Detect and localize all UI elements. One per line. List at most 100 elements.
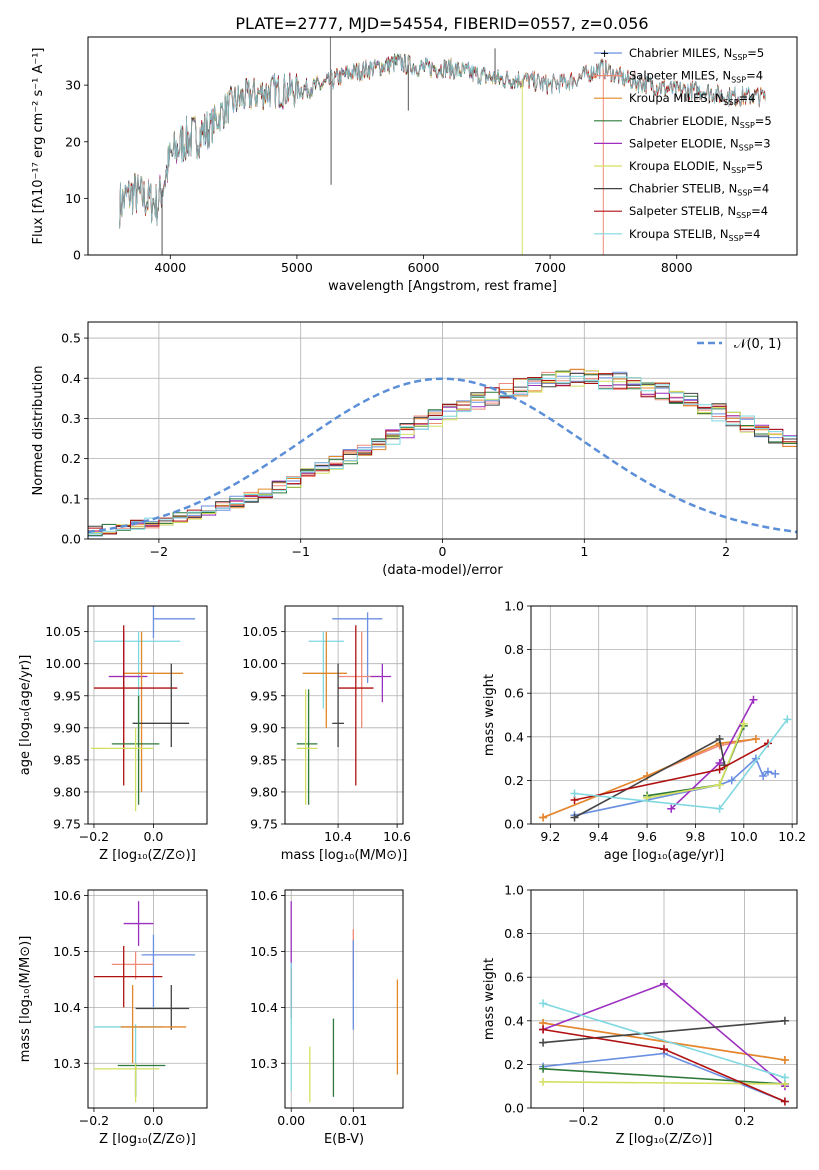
legend-label: 𝒩(0, 1): [734, 337, 781, 352]
legend-label-count: =4: [746, 69, 763, 83]
legend-label-count: =4: [739, 91, 756, 105]
y-tick-label: 10.00: [242, 656, 278, 671]
weight-marker: [780, 1016, 789, 1025]
weight-marker: [771, 769, 780, 778]
y-tick-label: 9.75: [250, 817, 278, 832]
x-tick-label: −0.2: [568, 1113, 598, 1128]
y-axis-label: Flux [fλ10⁻¹⁷ erg cm⁻² s⁻¹ A⁻¹]: [31, 48, 46, 245]
weight-line: [542, 738, 757, 819]
legend-label-sub: SSP: [731, 76, 746, 85]
legend-label-count: =4: [751, 204, 768, 218]
axes-frame: [284, 889, 404, 1109]
legend-label-count: =5: [747, 46, 764, 60]
x-tick-label: 0.0: [654, 1113, 674, 1128]
weight-line: [543, 1068, 785, 1085]
weight-marker: [570, 789, 579, 798]
y-tick-label: 9.75: [53, 817, 81, 832]
histogram-step: [88, 369, 797, 534]
axes-frame: [87, 605, 208, 825]
y-tick-label: 1.0: [504, 883, 524, 898]
weight-line: [574, 757, 776, 817]
x-tick-label: 9.8: [685, 829, 705, 844]
x-tick-label: 9.2: [540, 829, 560, 844]
y-tick-label: 0.5: [61, 331, 81, 346]
x-tick-label: −0.2: [79, 1113, 109, 1128]
x-axis-label: wavelength [Angstrom, rest frame]: [328, 279, 557, 294]
weight-line: [542, 1002, 786, 1079]
legend-label: Chabrier MILES, NSSP=5: [629, 46, 764, 62]
chart-mass_vs_Z: −0.2 0.0 10.3 10.4 10.5 10.6 Z [log₁₀(Z/Z⊙)] ma…: [18, 888, 208, 1147]
weight-marker: [749, 695, 758, 704]
chart-residuals: −2 −1 0 1 2 0.0 0.1 0.2 0.3 0.4 0.5 (data-model)/er…: [31, 321, 798, 578]
y-tick-label: 0.1: [61, 491, 81, 506]
y-tick-label: 10.3: [250, 1056, 278, 1071]
y-tick-label: 10.05: [242, 624, 278, 639]
y-tick-label: 0.0: [504, 1101, 524, 1116]
legend-label-count: =4: [752, 182, 769, 196]
spectrum-line: [119, 53, 766, 228]
weight-line: [543, 1020, 785, 1044]
x-tick-label: 1: [580, 544, 588, 559]
weight-marker: [783, 715, 792, 724]
normal-curve: [88, 377, 797, 534]
legend-label-name: Salpeter STELIB, N: [629, 204, 736, 218]
x-tick-label: 2: [722, 544, 730, 559]
y-tick-label: 0.8: [504, 926, 524, 941]
x-axis-label: mass [log₁₀(M/M⊙)]: [281, 848, 408, 863]
legend-label: Salpeter ELODIE, NSSP=3: [629, 136, 771, 152]
y-tick-label: 9.90: [250, 720, 278, 735]
y-tick-label: 0.3: [61, 411, 81, 426]
y-tick-label: 0.4: [504, 1013, 524, 1028]
x-tick-label: 7000: [534, 260, 566, 275]
y-tick-label: 9.80: [250, 784, 278, 799]
legend-label-sub: SSP: [740, 121, 755, 130]
legend-label: Chabrier STELIB, NSSP=4: [629, 182, 769, 198]
legend-label-name: Kroupa MILES, N: [629, 91, 724, 105]
x-axis-label: Z [log₁₀(Z/Z⊙)]: [99, 848, 196, 863]
axes-frame: [87, 889, 208, 1109]
x-axis-label: Z [log₁₀(Z/Z⊙)]: [99, 1132, 196, 1147]
figure-title: PLATE=2777, MJD=54554, FIBERID=0557, z=0…: [235, 14, 648, 33]
y-tick-label: 20: [65, 134, 81, 149]
x-tick-label: 0.0: [144, 1113, 164, 1128]
legend-label-sub: SSP: [732, 53, 747, 62]
y-tick-label: 9.85: [53, 752, 81, 767]
chart-mass_vs_ebv: 0.00 0.01 10.3 10.4 10.5 10.6 E(B-V): [250, 888, 404, 1147]
x-tick-label: 0.0: [144, 829, 164, 844]
plot-area-mass_vs_ebv: [290, 901, 399, 1103]
weight-marker: [539, 1038, 548, 1047]
weight-marker: [715, 780, 724, 789]
chart-age_vs_mass: 10.4 10.6 9.75 9.80 9.85 9.90 9.95 10.00 10.05 ma…: [242, 605, 411, 863]
y-axis-label: age [log₁₀(age/yr)]: [18, 655, 33, 776]
weight-marker: [739, 719, 748, 728]
weight-marker: [539, 813, 548, 822]
y-tick-label: 10.4: [53, 1000, 81, 1015]
y-tick-label: 10.5: [250, 944, 278, 959]
plot-area-spectrum: [119, 37, 766, 255]
axes-frame: [530, 889, 798, 1109]
x-tick-label: 4000: [154, 260, 186, 275]
weight-marker: [570, 813, 579, 822]
legend-label-sub: SSP: [729, 234, 744, 243]
weight-marker: [780, 1073, 789, 1082]
weight-marker: [715, 765, 724, 774]
x-axis-label: E(B-V): [324, 1132, 364, 1147]
x-tick-label: 0.2: [735, 1113, 755, 1128]
y-tick-label: 0.6: [504, 686, 524, 701]
y-tick-label: 1.0: [504, 599, 524, 614]
weight-marker: [539, 1064, 548, 1073]
legend-label-sub: SSP: [724, 98, 739, 107]
y-tick-label: 9.85: [250, 752, 278, 767]
weight-marker: [780, 1056, 789, 1065]
y-tick-label: 0.4: [61, 371, 81, 386]
x-tick-label: 10.2: [778, 829, 806, 844]
x-axis-label: age [log₁₀(age/yr)]: [604, 848, 725, 863]
legend-label: Chabrier ELODIE, NSSP=5: [629, 114, 772, 130]
y-tick-label: 10.00: [45, 656, 81, 671]
x-tick-label: 10.6: [383, 829, 411, 844]
plot-area-mass_vs_Z: [93, 901, 196, 1103]
x-tick-label: 6000: [408, 260, 440, 275]
y-tick-label: 10.6: [53, 888, 81, 903]
legend-label-name: Chabrier MILES, N: [629, 46, 732, 60]
plot-area-age_vs_mass: [296, 612, 392, 805]
